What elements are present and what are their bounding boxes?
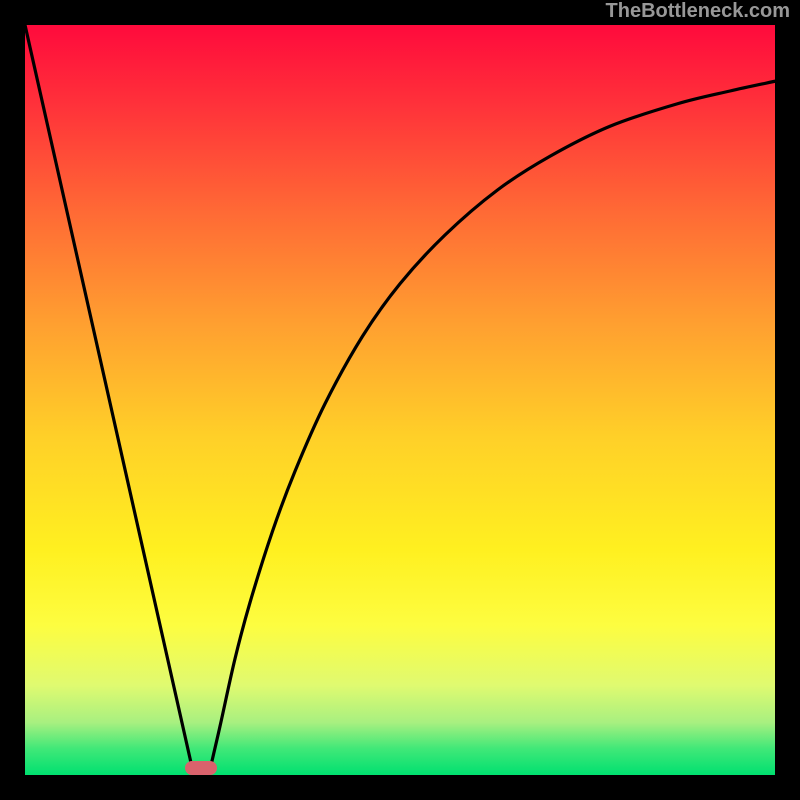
- gradient-background: [25, 25, 775, 775]
- plot-svg: [0, 0, 800, 800]
- watermark-text: TheBottleneck.com: [606, 0, 790, 23]
- optimal-point-marker: [185, 761, 217, 775]
- chart-container: TheBottleneck.com: [0, 0, 800, 800]
